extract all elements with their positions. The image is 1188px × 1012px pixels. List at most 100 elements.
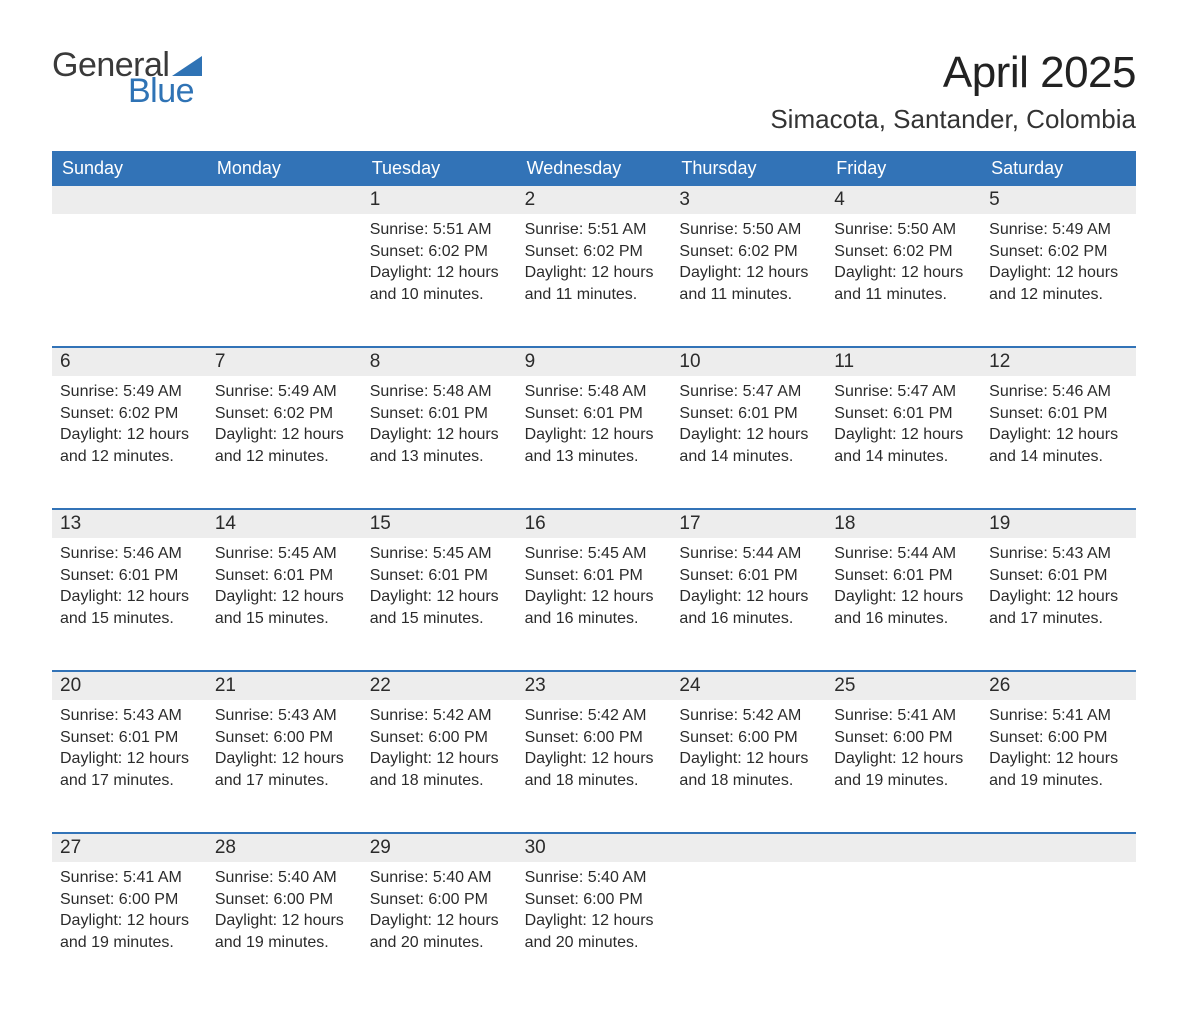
sunset-line: Sunset: 6:00 PM [370,889,509,911]
sunrise-line: Sunrise: 5:44 AM [679,543,818,565]
day-cell: Sunrise: 5:42 AMSunset: 6:00 PMDaylight:… [362,700,517,810]
month-title: April 2025 [770,48,1136,98]
sunset-line: Sunset: 6:02 PM [679,241,818,263]
daylight-line: Daylight: 12 hours and 18 minutes. [370,748,509,791]
day-number: 10 [671,348,826,376]
day-cell: Sunrise: 5:42 AMSunset: 6:00 PMDaylight:… [671,700,826,810]
sunset-line: Sunset: 6:01 PM [679,403,818,425]
sunrise-line: Sunrise: 5:42 AM [370,705,509,727]
day-number: 30 [517,834,672,862]
day-cell: Sunrise: 5:47 AMSunset: 6:01 PMDaylight:… [826,376,981,486]
calendar-week: 12345Sunrise: 5:51 AMSunset: 6:02 PMDayl… [52,186,1136,324]
sunset-line: Sunset: 6:00 PM [989,727,1128,749]
sunset-line: Sunset: 6:01 PM [525,403,664,425]
day-cell: Sunrise: 5:40 AMSunset: 6:00 PMDaylight:… [362,862,517,972]
day-cell [981,862,1136,972]
daylight-line: Daylight: 12 hours and 10 minutes. [370,262,509,305]
day-cell: Sunrise: 5:43 AMSunset: 6:01 PMDaylight:… [981,538,1136,648]
day-number: 14 [207,510,362,538]
day-number: 29 [362,834,517,862]
day-number: 19 [981,510,1136,538]
day-cell: Sunrise: 5:40 AMSunset: 6:00 PMDaylight:… [517,862,672,972]
day-of-week-cell: Monday [207,151,362,186]
day-cell: Sunrise: 5:49 AMSunset: 6:02 PMDaylight:… [207,376,362,486]
day-number: 28 [207,834,362,862]
calendar-grid: SundayMondayTuesdayWednesdayThursdayFrid… [52,151,1136,972]
sunrise-line: Sunrise: 5:41 AM [834,705,973,727]
day-cell: Sunrise: 5:48 AMSunset: 6:01 PMDaylight:… [362,376,517,486]
daylight-line: Daylight: 12 hours and 16 minutes. [834,586,973,629]
day-number: 16 [517,510,672,538]
day-number: 24 [671,672,826,700]
day-cell: Sunrise: 5:50 AMSunset: 6:02 PMDaylight:… [671,214,826,324]
day-number: 13 [52,510,207,538]
daylight-line: Daylight: 12 hours and 12 minutes. [60,424,199,467]
daylight-line: Daylight: 12 hours and 19 minutes. [834,748,973,791]
daylight-line: Daylight: 12 hours and 11 minutes. [679,262,818,305]
weeks-container: 12345Sunrise: 5:51 AMSunset: 6:02 PMDayl… [52,186,1136,972]
sunrise-line: Sunrise: 5:47 AM [679,381,818,403]
day-number-row: 12345 [52,186,1136,214]
sunrise-line: Sunrise: 5:51 AM [370,219,509,241]
day-cell: Sunrise: 5:50 AMSunset: 6:02 PMDaylight:… [826,214,981,324]
sunrise-line: Sunrise: 5:43 AM [60,705,199,727]
day-number-row: 20212223242526 [52,672,1136,700]
day-of-week-cell: Wednesday [517,151,672,186]
day-of-week-cell: Friday [826,151,981,186]
sunrise-line: Sunrise: 5:45 AM [215,543,354,565]
calendar-week: 20212223242526Sunrise: 5:43 AMSunset: 6:… [52,670,1136,810]
title-block: April 2025 Simacota, Santander, Colombia [770,48,1136,135]
daylight-line: Daylight: 12 hours and 14 minutes. [834,424,973,467]
sunrise-line: Sunrise: 5:43 AM [215,705,354,727]
sunrise-line: Sunrise: 5:41 AM [989,705,1128,727]
day-number: 8 [362,348,517,376]
sunset-line: Sunset: 6:00 PM [834,727,973,749]
day-cell [671,862,826,972]
sunrise-line: Sunrise: 5:48 AM [370,381,509,403]
day-number: 15 [362,510,517,538]
sunrise-line: Sunrise: 5:51 AM [525,219,664,241]
brand-word-2: Blue [128,74,194,108]
sunset-line: Sunset: 6:02 PM [525,241,664,263]
day-number: 20 [52,672,207,700]
day-of-week-cell: Saturday [981,151,1136,186]
day-number: 7 [207,348,362,376]
day-number: 6 [52,348,207,376]
day-number: 18 [826,510,981,538]
day-cell: Sunrise: 5:49 AMSunset: 6:02 PMDaylight:… [52,376,207,486]
day-number-row: 27282930 [52,834,1136,862]
sunset-line: Sunset: 6:00 PM [679,727,818,749]
daylight-line: Daylight: 12 hours and 14 minutes. [679,424,818,467]
day-number-row: 13141516171819 [52,510,1136,538]
sunrise-line: Sunrise: 5:43 AM [989,543,1128,565]
sunset-line: Sunset: 6:02 PM [834,241,973,263]
daylight-line: Daylight: 12 hours and 19 minutes. [215,910,354,953]
day-cell [207,214,362,324]
sunrise-line: Sunrise: 5:46 AM [60,543,199,565]
day-cell: Sunrise: 5:46 AMSunset: 6:01 PMDaylight:… [52,538,207,648]
day-number: 4 [826,186,981,214]
day-number [981,834,1136,862]
sunset-line: Sunset: 6:00 PM [525,889,664,911]
sunset-line: Sunset: 6:00 PM [370,727,509,749]
daylight-line: Daylight: 12 hours and 13 minutes. [525,424,664,467]
day-cell: Sunrise: 5:40 AMSunset: 6:00 PMDaylight:… [207,862,362,972]
calendar-week: 6789101112Sunrise: 5:49 AMSunset: 6:02 P… [52,346,1136,486]
daylight-line: Daylight: 12 hours and 16 minutes. [679,586,818,629]
day-cell: Sunrise: 5:42 AMSunset: 6:00 PMDaylight:… [517,700,672,810]
day-number [52,186,207,214]
daylight-line: Daylight: 12 hours and 11 minutes. [525,262,664,305]
day-number: 11 [826,348,981,376]
sunrise-line: Sunrise: 5:41 AM [60,867,199,889]
sunset-line: Sunset: 6:00 PM [215,889,354,911]
day-of-week-header: SundayMondayTuesdayWednesdayThursdayFrid… [52,151,1136,186]
day-cell: Sunrise: 5:51 AMSunset: 6:02 PMDaylight:… [362,214,517,324]
day-number: 25 [826,672,981,700]
daylight-line: Daylight: 12 hours and 19 minutes. [60,910,199,953]
sunset-line: Sunset: 6:01 PM [60,727,199,749]
daylight-line: Daylight: 12 hours and 15 minutes. [215,586,354,629]
daylight-line: Daylight: 12 hours and 11 minutes. [834,262,973,305]
day-cell: Sunrise: 5:48 AMSunset: 6:01 PMDaylight:… [517,376,672,486]
day-number: 22 [362,672,517,700]
day-of-week-cell: Tuesday [362,151,517,186]
